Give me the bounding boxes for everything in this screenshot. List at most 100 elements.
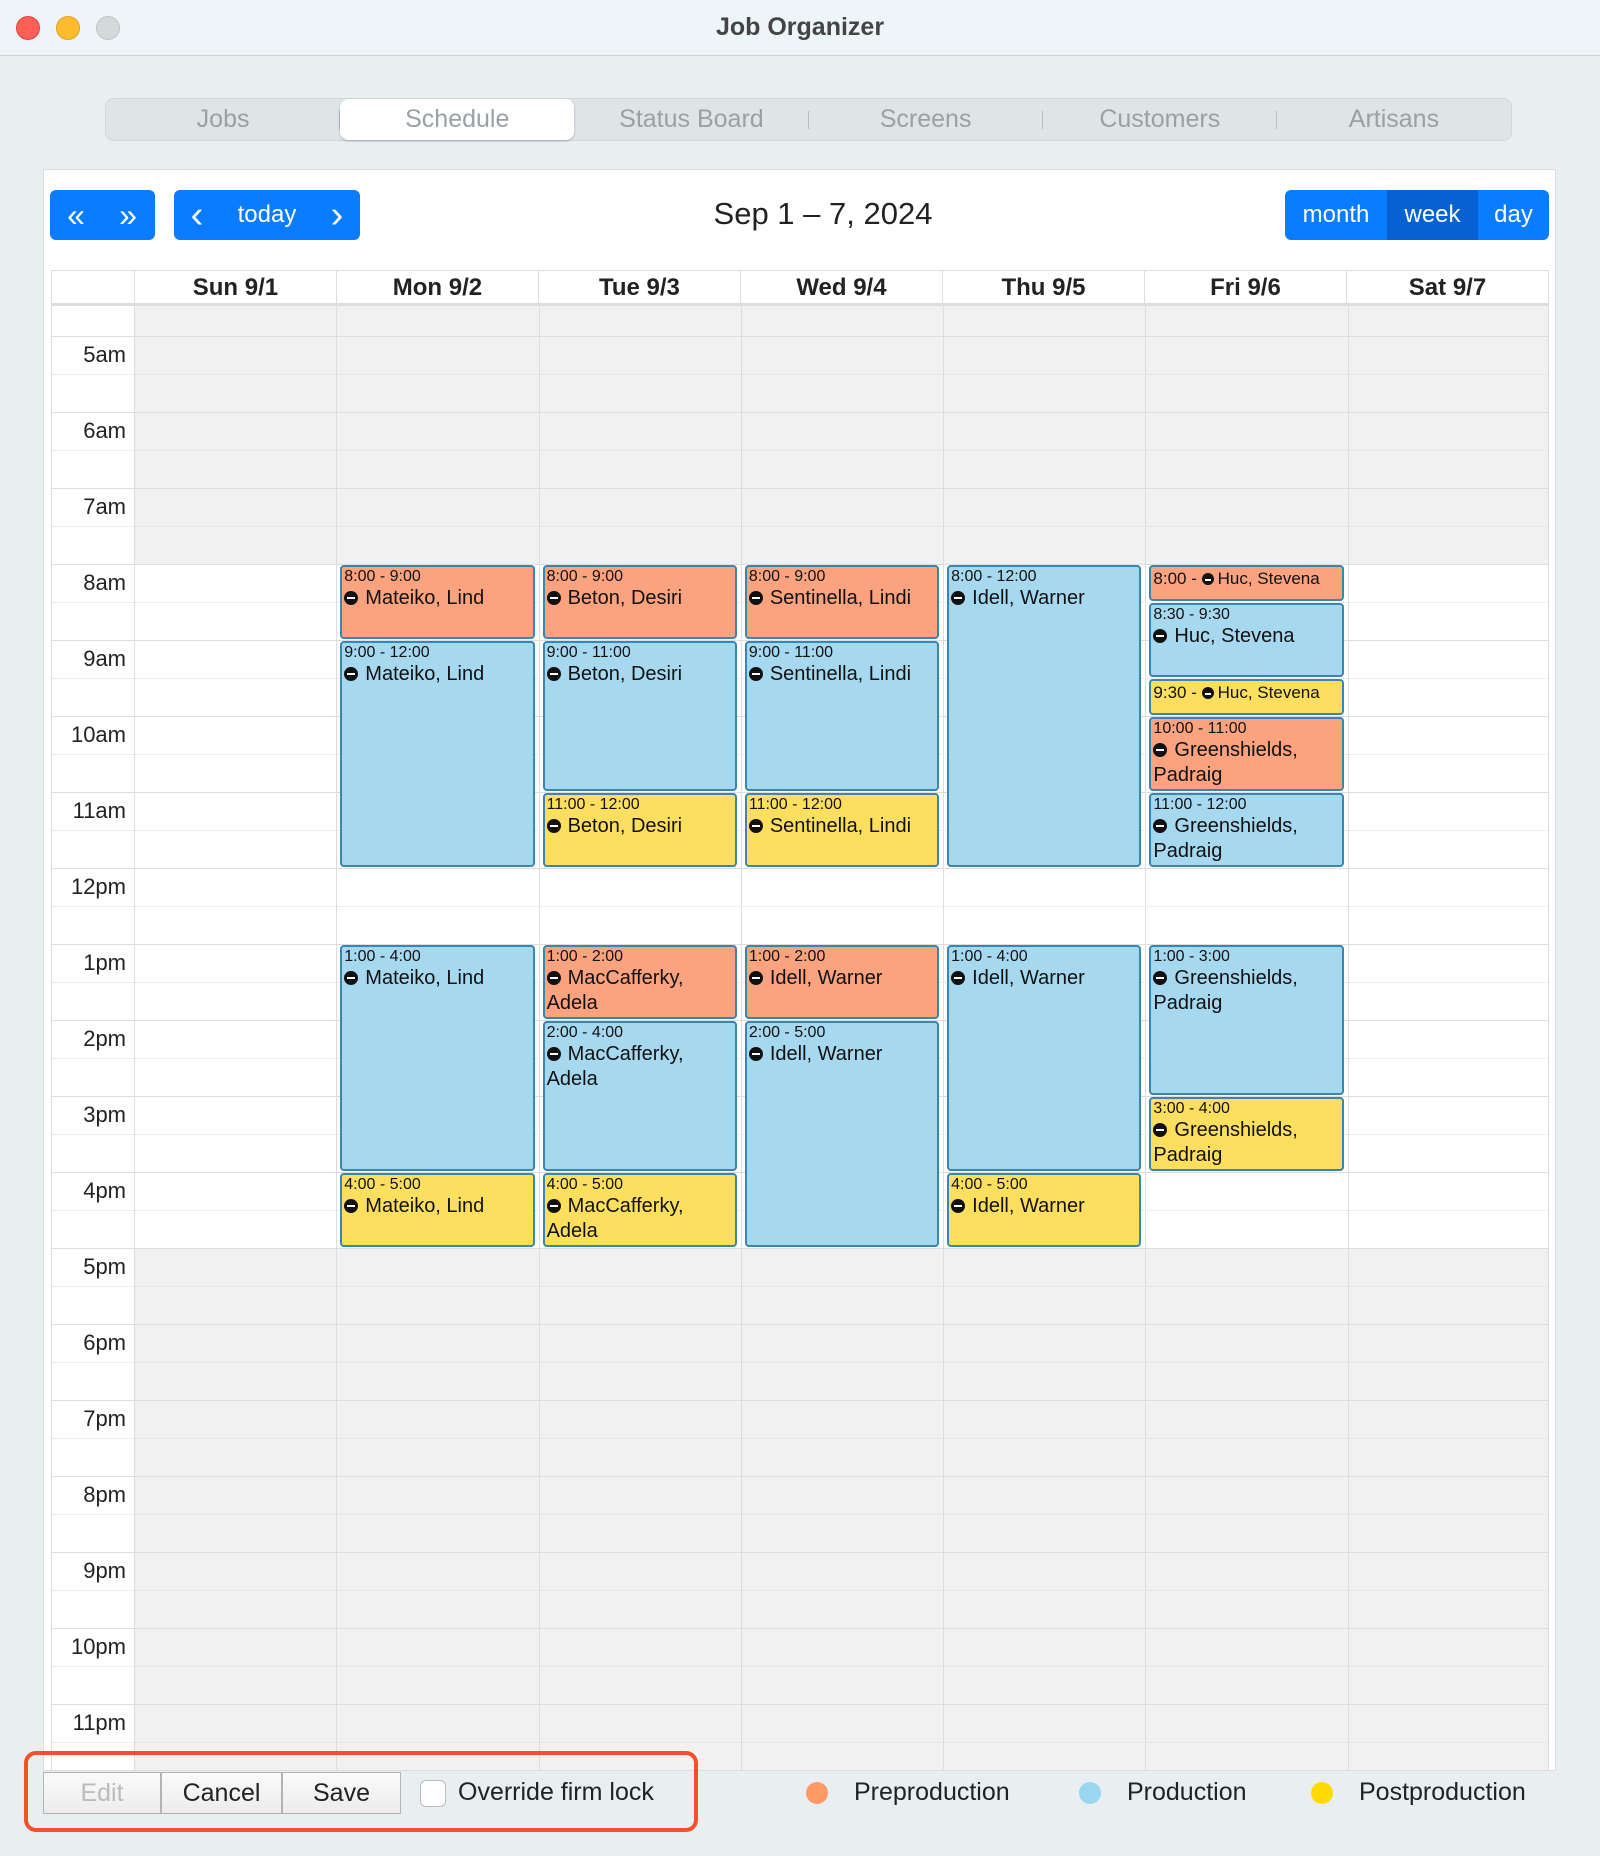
event-production[interactable]: 9:00 - 12:00 Mateiko, Lind — [340, 641, 535, 867]
event-time: 1:00 - 4:00 — [344, 948, 421, 965]
time-slot[interactable] — [52, 944, 1548, 982]
time-slot[interactable] — [52, 450, 1548, 488]
event-postproduction[interactable]: 3:00 - 4:00 Greenshields, Padraig — [1149, 1097, 1344, 1171]
event-production[interactable]: 2:00 - 4:00 MacCafferky, Adela — [542, 1021, 737, 1171]
time-slot[interactable] — [52, 1020, 1548, 1058]
edit-button[interactable]: Edit — [43, 1772, 161, 1814]
hour-label: 6am — [83, 418, 126, 443]
next-year-button[interactable]: » — [119, 196, 137, 233]
event-time: 11:00 - 12:00 — [748, 796, 842, 813]
time-slot[interactable] — [52, 1324, 1548, 1362]
event-preproduction[interactable]: 1:00 - 2:00 MacCafferky, Adela — [542, 945, 737, 1019]
day-header: Sat 9/7 — [1345, 271, 1548, 303]
time-slot[interactable] — [52, 1286, 1548, 1324]
event-production[interactable]: 8:30 - 9:30 Huc, Stevena — [1149, 603, 1344, 677]
event-production[interactable]: 2:00 - 5:00 Idell, Warner — [744, 1021, 940, 1247]
time-slot[interactable] — [52, 1552, 1548, 1590]
save-button[interactable]: Save — [282, 1772, 401, 1814]
time-slot[interactable] — [52, 306, 1548, 336]
hour-label: 5am — [83, 342, 126, 367]
event-postproduction[interactable]: 4:00 - 5:00 MacCafferky, Adela — [542, 1173, 737, 1247]
hour-label: 10pm — [70, 1634, 126, 1659]
time-slot[interactable] — [52, 1742, 1548, 1770]
time-slot[interactable] — [52, 1590, 1548, 1628]
today-button[interactable]: today — [237, 201, 297, 228]
minimize-window-button[interactable] — [56, 16, 80, 40]
time-slot[interactable] — [52, 1704, 1548, 1742]
event-production[interactable]: 1:00 - 4:00 Mateiko, Lind — [340, 945, 535, 1171]
event-production[interactable]: 1:00 - 3:00 Greenshields, Padraig — [1149, 945, 1344, 1095]
day-view-button[interactable]: day — [1478, 190, 1549, 240]
time-slot[interactable] — [52, 412, 1548, 450]
zoom-window-button[interactable] — [96, 16, 120, 40]
time-slot[interactable] — [52, 564, 1548, 602]
minus-circle-icon — [546, 819, 561, 833]
event-postproduction[interactable]: 9:30 - Huc, Stevena — [1149, 679, 1344, 715]
prev-year-button[interactable]: « — [67, 196, 85, 233]
preproduction-legend-dot — [806, 1782, 828, 1804]
time-slot[interactable] — [52, 1666, 1548, 1704]
time-slot[interactable] — [52, 1438, 1548, 1476]
tab-jobs[interactable]: Jobs — [106, 99, 341, 140]
event-customer: Mateiko, Lind — [365, 663, 485, 685]
time-slot[interactable] — [52, 792, 1548, 830]
tab-customers[interactable]: Customers — [1043, 99, 1278, 140]
minus-circle-icon — [344, 667, 359, 681]
event-time: 1:00 - 4:00 — [951, 948, 1028, 965]
time-slot[interactable] — [52, 336, 1548, 374]
hour-label: 1pm — [83, 950, 126, 975]
month-view-button[interactable]: month — [1285, 190, 1387, 240]
event-preproduction[interactable]: 8:00 - Huc, Stevena — [1149, 565, 1344, 601]
next-week-button[interactable]: › — [330, 193, 344, 236]
event-time: 8:00 - — [1153, 569, 1202, 588]
event-customer: Beton, Desiri — [567, 587, 683, 609]
time-slot[interactable] — [52, 868, 1548, 906]
time-slot[interactable] — [52, 1514, 1548, 1552]
hour-label: 10am — [70, 722, 126, 747]
time-slot[interactable] — [52, 906, 1548, 944]
time-slot[interactable] — [52, 1476, 1548, 1514]
event-postproduction[interactable]: 4:00 - 5:00 Idell, Warner — [947, 1173, 1142, 1247]
event-preproduction[interactable]: 1:00 - 2:00 Idell, Warner — [744, 945, 940, 1019]
event-customer: Idell, Warner — [972, 587, 1085, 609]
production-legend-dot — [1079, 1782, 1101, 1804]
minus-circle-icon — [748, 591, 763, 605]
time-slot[interactable] — [52, 1400, 1548, 1438]
cancel-button[interactable]: Cancel — [161, 1772, 282, 1814]
event-preproduction[interactable]: 8:00 - 9:00 Sentinella, Lindi — [744, 565, 940, 639]
event-production[interactable]: 9:00 - 11:00 Sentinella, Lindi — [744, 641, 940, 791]
time-slot[interactable] — [52, 1628, 1548, 1666]
time-slot[interactable] — [52, 640, 1548, 678]
event-production[interactable]: 8:00 - 12:00 Idell, Warner — [947, 565, 1142, 867]
minus-circle-icon — [344, 591, 359, 605]
tab-status-board[interactable]: Status Board — [574, 99, 809, 140]
postproduction-legend-dot — [1311, 1782, 1333, 1804]
event-postproduction[interactable]: 11:00 - 12:00 Beton, Desiri — [542, 793, 737, 867]
event-production[interactable]: 9:00 - 11:00 Beton, Desiri — [542, 641, 737, 791]
close-window-button[interactable] — [16, 16, 40, 40]
event-preproduction[interactable]: 8:00 - 9:00 Mateiko, Lind — [340, 565, 535, 639]
event-production[interactable]: 11:00 - 12:00 Greenshields, Padraig — [1149, 793, 1344, 867]
minus-circle-icon — [1153, 971, 1168, 985]
time-grid[interactable]: 5am 6am 7am 8am 9am 10am 11am 12pm 1pm 2pm 3pm 4pm 5… — [52, 306, 1548, 1770]
event-production[interactable]: 1:00 - 4:00 Idell, Warner — [947, 945, 1142, 1171]
time-slot[interactable] — [52, 526, 1548, 564]
hour-label: 7am — [83, 494, 126, 519]
event-postproduction[interactable]: 11:00 - 12:00 Sentinella, Lindi — [744, 793, 940, 867]
time-slot[interactable] — [52, 488, 1548, 526]
event-customer: Beton, Desiri — [567, 663, 683, 685]
event-preproduction[interactable]: 8:00 - 9:00 Beton, Desiri — [542, 565, 737, 639]
event-postproduction[interactable]: 4:00 - 5:00 Mateiko, Lind — [340, 1173, 535, 1247]
tab-artisans[interactable]: Artisans — [1348, 105, 1440, 133]
time-slot[interactable] — [52, 374, 1548, 412]
time-slot[interactable] — [52, 1248, 1548, 1286]
main-tabs: Jobs Schedule Status Board Screens Custo… — [105, 98, 1512, 141]
tab-screens[interactable]: Screens — [809, 99, 1043, 140]
tab-schedule[interactable]: Schedule — [340, 99, 575, 140]
week-view-button[interactable]: week — [1387, 190, 1478, 240]
prev-week-button[interactable]: ‹ — [190, 193, 204, 236]
time-slot[interactable] — [52, 1362, 1548, 1400]
event-preproduction[interactable]: 10:00 - 11:00 Greenshields, Padraig — [1149, 717, 1344, 791]
override-firm-lock-checkbox[interactable] — [420, 1780, 446, 1807]
column-divider — [1145, 306, 1147, 1770]
